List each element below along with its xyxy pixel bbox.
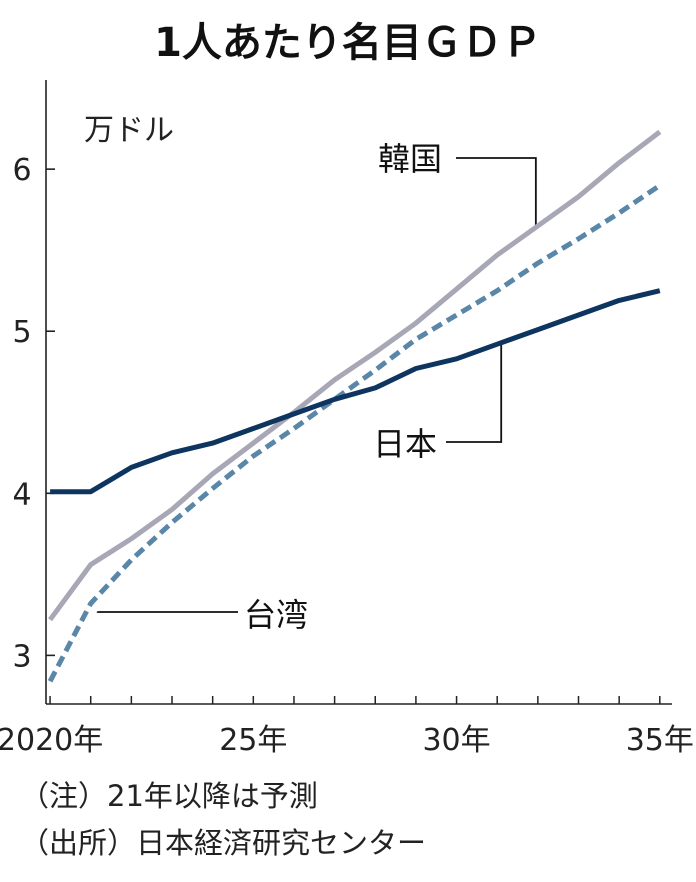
axes: 3 4 5 6 2020年 25年 30年 35年: [0, 80, 694, 758]
series-label: 日本: [373, 425, 437, 463]
y-tick-label: 4: [12, 477, 31, 512]
y-tick-label: 3: [12, 639, 31, 674]
note-source: （出所）日本経済研究センター: [20, 826, 426, 860]
series-label: 台湾: [244, 596, 308, 634]
y-unit-label: 万ドル: [84, 113, 174, 148]
leader-line: [456, 157, 537, 228]
note-forecast: （注）21年以降は予測: [20, 779, 318, 813]
x-tick-label: 30年: [422, 723, 490, 758]
x-tick-label: 35年: [626, 723, 694, 758]
chart-title: 1人あたり名目ＧＤＰ: [154, 20, 542, 66]
series-line: [47, 183, 662, 683]
series-line: [48, 129, 662, 622]
leader-line: [446, 344, 503, 443]
y-tick-label: 5: [12, 315, 31, 350]
y-tick-label: 6: [12, 153, 31, 188]
x-tick-label: 2020年: [0, 723, 103, 758]
label-leader-lines: [96, 157, 537, 613]
series-lines: [47, 129, 662, 683]
series-line: [50, 288, 661, 495]
x-tick-label: 25年: [219, 723, 287, 758]
series-label: 韓国: [378, 140, 442, 178]
